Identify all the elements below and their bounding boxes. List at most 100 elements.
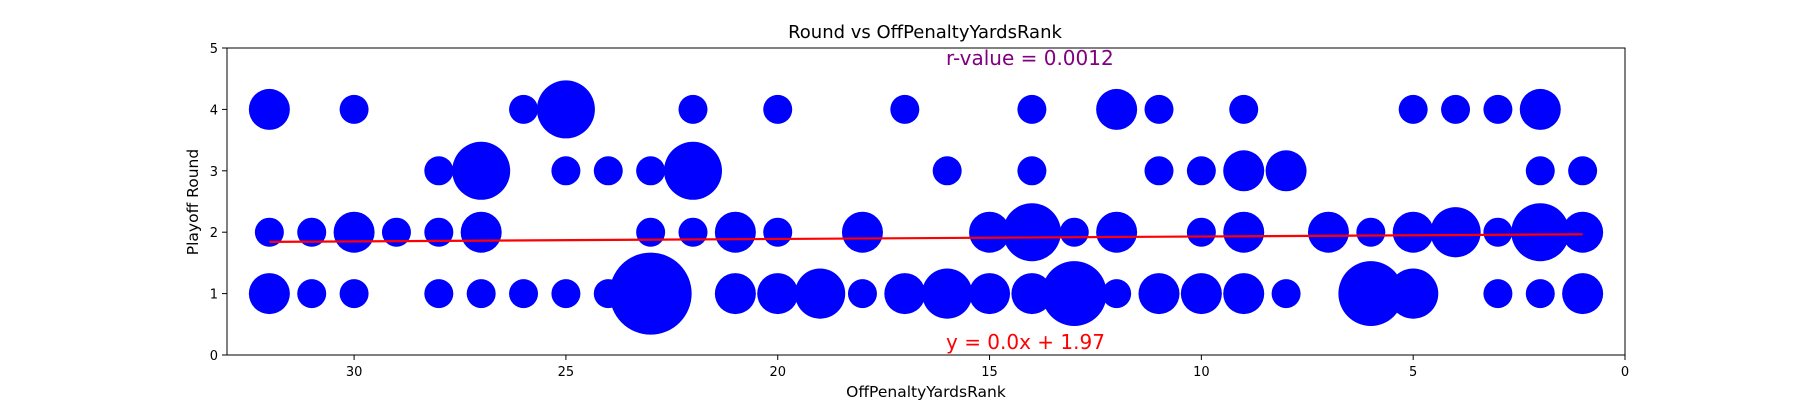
scatter-point (1483, 217, 1513, 247)
scatter-point (1388, 268, 1439, 319)
scatter-point (254, 217, 284, 247)
scatter-point (1186, 217, 1216, 247)
scatter-point (424, 279, 454, 309)
y-axis-ticks: 0 1 2 3 4 5 (210, 42, 227, 364)
scatter-point (466, 279, 496, 309)
scatter-point (333, 211, 375, 253)
scatter-point (1041, 261, 1107, 327)
y-tick-label: 5 (210, 42, 218, 57)
x-tick-label: 0 (1621, 365, 1629, 380)
scatter-point (1096, 211, 1138, 253)
scatter-point (1562, 211, 1604, 253)
y-tick-label: 2 (210, 226, 218, 241)
fit-layer (269, 233, 1583, 244)
x-tick-label: 30 (346, 365, 363, 380)
scatter-point (1186, 156, 1216, 186)
scatter-point (1568, 156, 1598, 186)
scatter-point (890, 94, 920, 124)
scatter-point (1096, 88, 1138, 130)
scatter-point (794, 268, 846, 319)
scatter-point (1144, 94, 1174, 124)
scatter-point (339, 94, 369, 124)
scatter-point (536, 80, 595, 139)
regression-line (269, 233, 1583, 244)
scatter-point (841, 211, 883, 253)
scatter-point (757, 273, 799, 315)
scatter-point (1307, 211, 1349, 253)
scatter-point (551, 279, 581, 309)
x-tick-label: 5 (1409, 365, 1417, 380)
scatter-point (1011, 273, 1053, 315)
scatter-point (1002, 203, 1061, 262)
scatter-point (1430, 207, 1481, 258)
scatter-point (1338, 261, 1404, 327)
x-axis-ticks: 30 25 20 15 10 5 0 (346, 355, 1629, 380)
equation-annotation: y = 0.0x + 1.97 (946, 330, 1105, 354)
scatter-point (636, 217, 666, 247)
scatter-point (297, 217, 327, 247)
scatter-point (551, 156, 581, 186)
scatter-point (1017, 94, 1047, 124)
scatter-point (1483, 279, 1513, 309)
scatter-point (1102, 279, 1132, 309)
scatter-point (714, 211, 756, 253)
scatter-point (1519, 88, 1561, 130)
scatter-point (248, 273, 290, 315)
scatter-point (678, 94, 708, 124)
plot-frame (226, 47, 1626, 356)
scatter-point (1223, 211, 1265, 253)
scatter-point (664, 141, 722, 200)
scatter-point (1180, 273, 1222, 315)
y-axis-label: Playoff Round (184, 149, 202, 255)
scatter-point (1441, 94, 1471, 124)
x-tick-label: 10 (1193, 365, 1210, 380)
scatter-point (1562, 273, 1604, 315)
y-tick-label: 4 (210, 103, 218, 118)
scatter-point (1265, 150, 1307, 192)
scatter-point (339, 279, 369, 309)
scatter-point (1511, 203, 1570, 262)
points-layer (248, 80, 1604, 335)
y-tick-label: 1 (210, 288, 218, 303)
scatter-point (1059, 217, 1089, 247)
scatter-point (1525, 156, 1555, 186)
scatter-point (763, 94, 793, 124)
scatter-point (969, 211, 1011, 253)
chart-title: Round vs OffPenaltyYardsRank (788, 22, 1062, 43)
scatter-point (1525, 279, 1555, 309)
scatter-point (1223, 150, 1265, 192)
scatter-point (1017, 156, 1047, 186)
scatter-point (1144, 156, 1174, 186)
scatter-point (969, 273, 1011, 315)
x-axis-label: OffPenaltyYardsRank (846, 383, 1006, 400)
x-tick-label: 15 (981, 365, 998, 380)
scatter-point (424, 156, 454, 186)
x-tick-label: 20 (769, 365, 786, 380)
scatter-point (452, 141, 511, 200)
scatter-point (248, 88, 290, 130)
scatter-point (1271, 279, 1301, 309)
scatter-point (1138, 273, 1180, 315)
scatter-point (932, 156, 962, 186)
scatter-point (1398, 94, 1428, 124)
scatter-point (1483, 94, 1513, 124)
scatter-point (922, 268, 973, 319)
scatter-point (381, 217, 411, 247)
scatter-point (609, 252, 692, 335)
scatter-point (884, 273, 926, 315)
scatter-point (460, 211, 502, 253)
x-tick-label: 25 (558, 365, 575, 380)
scatter-point (636, 156, 666, 186)
r-value-annotation: r-value = 0.0012 (946, 46, 1114, 70)
scatter-point (1356, 217, 1386, 247)
scatter-point (1223, 273, 1265, 315)
scatter-point (1392, 211, 1434, 253)
scatter-point (509, 279, 539, 309)
scatter-point (509, 94, 539, 124)
scatter-point (847, 279, 877, 309)
scatter-point (763, 217, 793, 247)
scatter-point (297, 279, 327, 309)
y-tick-label: 0 (210, 349, 218, 364)
scatter-point (424, 217, 454, 247)
